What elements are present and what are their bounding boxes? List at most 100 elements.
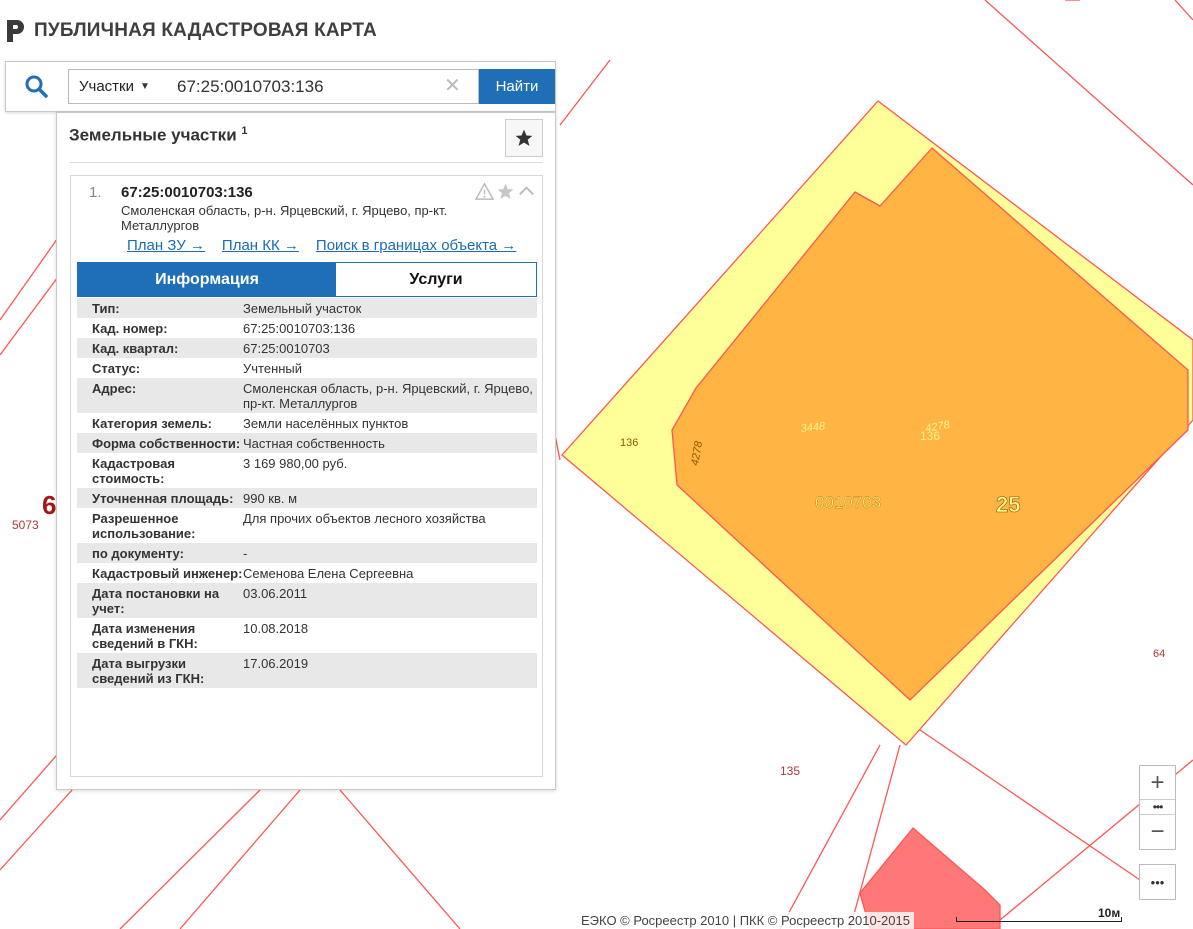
search-in-bounds-link[interactable]: Поиск в границах объекта → [315,237,517,254]
zoom-level-dots[interactable]: ••• [1140,799,1175,815]
table-row: Форма собственности: Частная собственност… [77,433,537,453]
map-attribution: ЕЭКО © Росреестр 2010 | ПКК © Росреестр … [577,912,914,929]
table-row: Статус: Учтенный [77,358,537,378]
map-label-136-b: 136 [920,429,940,443]
row-value: 990 кв. м [243,491,298,506]
row-key: Кадастровая стоимость: [92,456,175,486]
row-key: Дата изменения сведений в ГКН: [92,621,198,651]
row-value: - [243,546,248,561]
table-row: Кадастровая стоимость: 3 169 980,00 руб. [77,453,537,488]
map-label-6: 6 [42,490,56,520]
result-index: 1. [89,184,102,201]
cadastral-number-link[interactable]: 67:25:0010703:136 [243,321,356,336]
object-type-select[interactable]: Участки ▼ [68,69,164,104]
row-value: Частная собственность [243,436,385,451]
tab-information[interactable]: Информация [78,263,336,296]
row-value: 3 169 980,00 руб. [243,456,348,471]
info-tabs: Информация Услуги [77,262,537,297]
star-icon [515,129,533,146]
map-label-64: 64 [1153,648,1165,660]
row-key: Кад. номер: [92,321,168,336]
info-table: Тип: Земельный участок Кад. номер: 67:25:0… [77,298,537,688]
row-value: Земельный участок [243,301,362,316]
row-key: по документу: [92,546,184,561]
chevron-up-icon[interactable] [517,182,536,201]
row-key: Кад. квартал: [92,341,179,356]
row-key: Дата постановки на учет: [92,586,220,616]
cadastral-quarter-link[interactable]: 67:25:0010703 [243,341,330,356]
map-label-136-a: 136 [620,437,638,449]
map-label-district: 25 [996,492,1020,517]
row-key: Кадастровый инженер: [92,566,243,581]
chevron-down-icon: ▼ [140,81,150,92]
row-value: 10.08.2018 [243,621,309,636]
parcel-polygon[interactable] [671,147,1189,701]
search-icon[interactable] [24,74,48,98]
card-links: План ЗУ → План КК → Поиск в границах объ… [127,237,516,254]
results-panel: Земельные участки 1 1. 67:25:0010703:136… [56,112,556,790]
table-row: Дата изменения сведений в ГКН: 10.08.2018 [77,618,537,653]
table-row: по документу: - [77,543,537,563]
panel-title: Земельные участки 1 [69,125,248,146]
map-label-3448: 3448 [800,420,826,435]
row-key: Категория земель: [92,416,213,431]
row-key: Форма собственности: [92,436,241,451]
table-row: Кад. номер: 67:25:0010703:136 [77,318,537,338]
row-value: 03.06.2011 [243,586,308,601]
table-row: Тип: Земельный участок [77,298,537,318]
pkk-logo-icon [7,20,24,42]
panel-divider [69,162,543,163]
zoom-out-button[interactable]: − [1150,818,1165,845]
row-key: Статус: [92,361,141,376]
table-row: Дата выгрузки сведений из ГКН: 17.06.2019 [77,653,537,688]
zoom-in-button[interactable]: + [1150,769,1165,796]
row-value: Смоленская область, р-н. Ярцевский, г. Я… [243,381,533,411]
card-icons [475,182,536,201]
map-label-4278-b: 4278 [924,419,951,435]
row-key: Адрес: [92,381,137,396]
table-row: Дата постановки на учет: 03.06.2011 [77,583,537,618]
row-value: Для прочих объектов лесного хозяйства [243,511,486,526]
row-key: Дата выгрузки сведений из ГКН: [92,656,205,686]
scale-label: 10м [1098,906,1121,920]
map-label-5073: 5073 [12,518,39,532]
search-input[interactable] [163,69,479,104]
object-type-label: Участки [79,78,134,95]
star-icon[interactable] [496,182,515,201]
row-key: Уточненная площадь: [92,491,234,506]
panel-title-text: Земельные участки [69,125,237,145]
table-row: Кад. квартал: 67:25:0010703 [77,338,537,358]
result-address: Смоленская область, р-н. Ярцевский, г. Я… [121,203,448,233]
map-label-quarter: 0010703 [815,493,881,512]
map-label-4278-a: 4278 [689,439,705,466]
app-title: ПУБЛИЧНАЯ КАДАСТРОВАЯ КАРТА [34,20,377,41]
result-number: 67:25:0010703:136 [121,184,253,201]
row-value: Земли населённых пунктов [243,416,409,431]
clear-icon[interactable]: ✕ [444,75,461,97]
row-key: Тип: [92,301,120,316]
search-bar: Участки ▼ ✕ Найти [5,61,556,112]
scale-bar [956,917,1122,922]
find-button[interactable]: Найти [479,69,555,104]
table-row: Кадастровый инженер: Семенова Елена Серге… [77,563,537,583]
favorites-button[interactable] [505,119,543,157]
map-label-135: 135 [780,764,800,778]
row-key: Разрешенное использование: [92,511,196,541]
table-row: Разрешенное использование: Для прочих объ… [77,508,537,543]
warning-icon[interactable] [475,182,494,201]
table-row: Адрес: Смоленская область, р-н. Ярцевский… [77,378,537,413]
building-polygon[interactable] [859,827,1001,929]
row-value: Учтенный [243,361,303,376]
plan-zu-link[interactable]: План ЗУ → [127,237,205,254]
result-card: 1. 67:25:0010703:136 Смоленская область,… [70,175,543,777]
tab-services[interactable]: Услуги [336,263,536,296]
app-header: ПУБЛИЧНАЯ КАДАСТРОВАЯ КАРТА [4,16,377,46]
row-value: Семенова Елена Сергеевна [243,566,414,581]
table-row: Категория земель: Земли населённых пункто… [77,413,537,433]
plan-kk-link[interactable]: План КК → [221,237,299,254]
more-tools-button[interactable]: ••• [1139,864,1176,900]
table-row: Уточненная площадь: 990 кв. м [77,488,537,508]
row-value: 17.06.2019 [243,656,309,671]
